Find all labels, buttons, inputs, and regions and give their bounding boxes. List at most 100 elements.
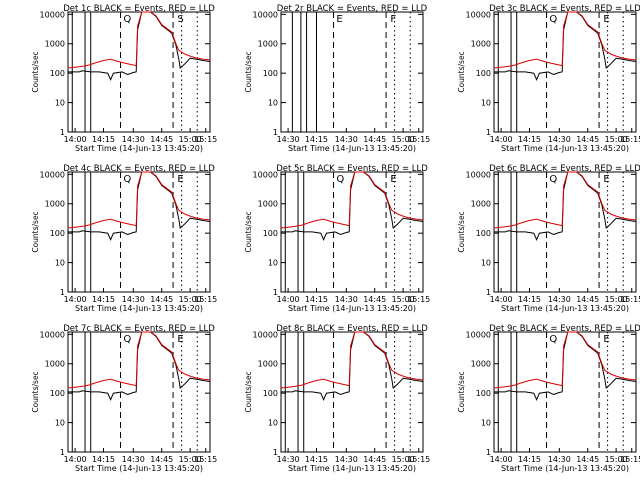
y-tick-label: 1 xyxy=(60,448,65,457)
lld-series-line xyxy=(493,11,637,69)
x-tick-label: 14:30 xyxy=(335,295,358,304)
x-tick-label: 14:15 xyxy=(518,295,541,304)
y-tick-label: 10 xyxy=(55,419,65,428)
event-annotation-label: Q xyxy=(549,14,557,25)
y-axis-label: Counts/sec xyxy=(244,211,253,252)
y-tick-label: 100 xyxy=(476,69,491,78)
chart-panel-8: Det 8c BLACK = Events, RED = LLD 1 10 100 10… xyxy=(244,324,430,473)
x-tick-label: 14:30 xyxy=(277,135,300,144)
y-tick-label: 1 xyxy=(60,128,65,137)
y-tick-label: 1 xyxy=(486,128,491,137)
x-tick-label: 14:30 xyxy=(548,135,571,144)
x-tick-label: 14:30 xyxy=(122,455,145,464)
y-tick-label: 10000 xyxy=(253,330,278,339)
x-tick-label: 14:30 xyxy=(122,295,145,304)
y-tick-label: 10000 xyxy=(40,10,65,19)
y-tick-label: 10 xyxy=(268,99,278,108)
x-tick-label: 15:15 xyxy=(620,455,640,464)
y-tick-label: 10 xyxy=(481,419,491,428)
y-tick-label: 1000 xyxy=(45,40,65,49)
x-tick-label: 14:30 xyxy=(335,455,358,464)
y-tick-label: 100 xyxy=(476,389,491,398)
x-axis-label: Start Time (14-Jun-13 13:45:20) xyxy=(501,144,629,153)
event-annotation-label: Q xyxy=(123,334,131,345)
chart-title: Det 5c BLACK = Events, RED = LLD xyxy=(276,164,428,174)
chart-panel-9: Det 9c BLACK = Events, RED = LLD 1 10 100 10… xyxy=(457,324,640,473)
y-tick-label: 1000 xyxy=(45,200,65,209)
x-tick-label: 14:45 xyxy=(576,295,599,304)
y-tick-label: 10000 xyxy=(40,330,65,339)
event-annotation-label: Q xyxy=(336,174,344,185)
x-tick-label: 14:45 xyxy=(363,455,386,464)
x-tick-label: 14:15 xyxy=(305,135,328,144)
chart-title: Det 3c BLACK = Events, RED = LLD xyxy=(489,4,640,14)
y-tick-label: 10 xyxy=(55,99,65,108)
x-tick-label: 14:45 xyxy=(576,135,599,144)
y-tick-label: 1000 xyxy=(471,360,491,369)
y-tick-label: 100 xyxy=(263,229,278,238)
x-tick-label: 14:45 xyxy=(363,295,386,304)
event-annotation-label: E xyxy=(603,14,609,25)
event-annotation-label: E xyxy=(177,174,183,185)
event-annotation-label: E xyxy=(603,174,609,185)
x-tick-label: 14:30 xyxy=(122,135,145,144)
event-annotation-label: Q xyxy=(549,334,557,345)
lld-series-line xyxy=(280,171,424,229)
event-annotation-label: Q xyxy=(549,174,557,185)
y-axis-label: Counts/sec xyxy=(31,371,40,412)
lld-series-line xyxy=(493,331,637,389)
x-tick-label: 14:15 xyxy=(305,295,328,304)
chart-title: Det 1c BLACK = Events, RED = LLD xyxy=(63,4,215,14)
y-axis-label: Counts/sec xyxy=(31,51,40,92)
y-tick-label: 1000 xyxy=(258,200,278,209)
x-tick-label: 15:15 xyxy=(407,455,430,464)
y-tick-label: 10 xyxy=(481,99,491,108)
y-axis-label: Counts/sec xyxy=(31,211,40,252)
x-axis-label: Start Time (14-Jun-13 13:45:20) xyxy=(288,144,416,153)
y-tick-label: 10000 xyxy=(253,10,278,19)
x-axis-label: Start Time (14-Jun-13 13:45:20) xyxy=(288,304,416,313)
x-tick-label: 14:15 xyxy=(518,135,541,144)
x-tick-label: 15:15 xyxy=(194,455,217,464)
x-tick-label: 14:00 xyxy=(64,295,87,304)
chart-panel-5: Det 5c BLACK = Events, RED = LLD 1 10 100 10… xyxy=(244,164,430,313)
y-tick-label: 100 xyxy=(476,229,491,238)
x-tick-label: 14:45 xyxy=(576,455,599,464)
y-tick-label: 1000 xyxy=(258,40,278,49)
x-tick-label: 14:15 xyxy=(92,295,115,304)
y-axis-label: Counts/sec xyxy=(244,371,253,412)
y-tick-label: 1 xyxy=(486,288,491,297)
event-annotation-label: E xyxy=(177,334,183,345)
x-axis-label: Start Time (14-Jun-13 13:45:20) xyxy=(75,144,203,153)
lld-series-line xyxy=(493,171,637,229)
chart-title: Det 8c BLACK = Events, RED = LLD xyxy=(276,324,428,334)
x-tick-label: 14:00 xyxy=(490,455,513,464)
y-tick-label: 1000 xyxy=(471,200,491,209)
x-tick-label: 14:30 xyxy=(548,455,571,464)
event-annotation-label: Q xyxy=(123,14,131,25)
x-tick-label: 14:15 xyxy=(92,135,115,144)
x-tick-label: 15:00 xyxy=(605,135,628,144)
y-tick-label: 1 xyxy=(273,448,278,457)
x-tick-label: 15:00 xyxy=(392,295,415,304)
x-tick-label: 15:00 xyxy=(605,295,628,304)
chart-panel-7: Det 7c BLACK = Events, RED = LLD 1 10 100 10… xyxy=(31,324,217,473)
lld-series-line xyxy=(67,11,211,69)
x-tick-label: 15:15 xyxy=(407,135,430,144)
x-tick-label: 14:00 xyxy=(277,295,300,304)
event-annotation-label: E xyxy=(603,334,609,345)
y-tick-label: 100 xyxy=(50,69,65,78)
y-axis-label: Counts/sec xyxy=(457,51,466,92)
lld-series-line xyxy=(67,331,211,389)
x-tick-label: 14:15 xyxy=(518,455,541,464)
x-axis-label: Start Time (14-Jun-13 13:45:20) xyxy=(75,464,203,473)
event-annotation-label: Q xyxy=(123,174,131,185)
x-axis-label: Start Time (14-Jun-13 13:45:20) xyxy=(75,304,203,313)
x-tick-label: 15:00 xyxy=(179,135,202,144)
x-tick-label: 14:30 xyxy=(548,295,571,304)
x-tick-label: 15:15 xyxy=(620,135,640,144)
y-tick-label: 10000 xyxy=(40,170,65,179)
y-tick-label: 100 xyxy=(263,69,278,78)
event-annotation-label: E xyxy=(390,174,396,185)
